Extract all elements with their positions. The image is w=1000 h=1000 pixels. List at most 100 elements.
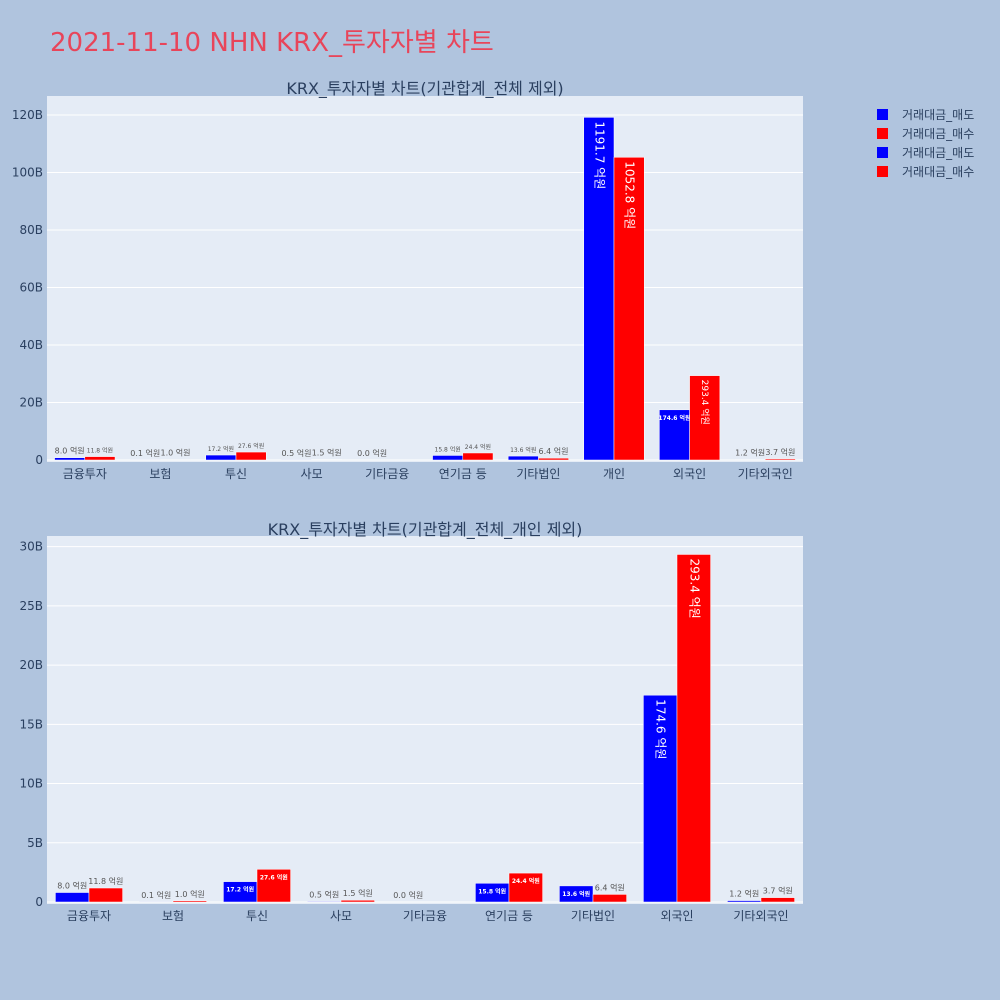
data-label: 6.4 억원 <box>539 446 569 456</box>
bar[interactable] <box>583 117 615 461</box>
data-label: 27.6 억원 <box>260 873 288 881</box>
data-label: 0.1 억원 <box>141 890 171 900</box>
bar[interactable] <box>727 900 762 903</box>
bar[interactable] <box>613 157 645 461</box>
x-tick-label: 사모 <box>301 467 323 481</box>
y-tick-label: 120B <box>12 108 43 122</box>
x-tick-label: 연기금 등 <box>439 467 487 481</box>
bar[interactable] <box>592 894 627 903</box>
y-tick-label: 30B <box>19 540 43 554</box>
bar[interactable] <box>659 409 690 461</box>
chart-title: KRX_투자자별 차트(기관합계_전체_개인 제외) <box>268 520 583 540</box>
data-label: 1.0 억원 <box>161 448 191 458</box>
data-label: 15.8 억원 <box>435 445 461 453</box>
legend-swatch[interactable] <box>877 109 888 120</box>
bar[interactable] <box>235 451 267 461</box>
data-label: 0.5 억원 <box>281 448 311 458</box>
data-label: 8.0 억원 <box>55 446 85 456</box>
data-label: 27.6 억원 <box>238 442 264 450</box>
y-tick-label: 100B <box>12 165 43 179</box>
bar[interactable] <box>88 887 123 903</box>
data-label: 8.0 억원 <box>57 881 87 891</box>
bar[interactable] <box>508 872 543 903</box>
x-tick-label: 기타금융 <box>365 467 409 481</box>
x-tick-label: 투신 <box>225 467 247 481</box>
bar[interactable] <box>307 901 342 903</box>
x-tick-label: 보험 <box>149 467 171 481</box>
data-label: 174.6 억원 <box>654 699 668 759</box>
data-label: 293.4 억원 <box>687 558 701 618</box>
y-tick-label: 0 <box>35 453 43 467</box>
x-tick-label: 외국인 <box>660 909 693 923</box>
legend-swatch[interactable] <box>877 128 888 139</box>
data-label: 3.7 억원 <box>765 447 795 457</box>
data-label: 6.4 억원 <box>595 882 625 892</box>
data-label: 293.4 억원 <box>699 380 711 425</box>
x-tick-label: 기타금융 <box>403 909 447 923</box>
bar[interactable] <box>764 458 796 461</box>
x-tick-label: 보험 <box>162 909 184 923</box>
bar[interactable] <box>643 694 678 903</box>
y-tick-label: 80B <box>19 223 43 237</box>
data-label: 13.6 억원 <box>510 446 536 454</box>
data-label: 0.0 억원 <box>357 448 387 458</box>
y-tick-label: 40B <box>19 338 43 352</box>
x-tick-label: 기타법인 <box>516 467 560 481</box>
bar[interactable] <box>84 456 116 461</box>
x-tick-label: 기타외국인 <box>733 909 788 923</box>
x-tick-label: 사모 <box>330 909 352 923</box>
x-tick-label: 연기금 등 <box>485 909 533 923</box>
data-label: 13.6 억원 <box>562 890 590 898</box>
page-title: 2021-11-10 NHN KRX_투자자별 차트 <box>50 28 494 58</box>
bar[interactable] <box>676 554 711 903</box>
legend-label: 거래대금_매도 <box>902 146 974 160</box>
bar[interactable] <box>462 452 494 461</box>
data-label: 11.8 억원 <box>87 447 113 455</box>
bar[interactable] <box>54 457 86 461</box>
y-tick-label: 0 <box>35 895 43 909</box>
y-tick-label: 5B <box>27 836 43 850</box>
bar[interactable] <box>205 454 237 461</box>
data-label: 3.7 억원 <box>763 886 793 896</box>
data-label: 1.5 억원 <box>312 448 342 458</box>
data-label: 1.2 억원 <box>735 448 765 458</box>
data-label: 174.6 억원 <box>658 414 690 422</box>
data-label: 0.0 억원 <box>393 890 423 900</box>
data-label: 0.5 억원 <box>309 889 339 899</box>
legend-swatch[interactable] <box>877 166 888 177</box>
x-tick-label: 금융투자 <box>63 467 107 481</box>
data-label: 1052.8 억원 <box>623 161 637 229</box>
data-label: 1.2 억원 <box>729 889 759 899</box>
legend-label: 거래대금_매수 <box>902 165 974 179</box>
data-label: 1.5 억원 <box>343 888 373 898</box>
bar[interactable] <box>760 897 795 903</box>
data-label: 1191.7 억원 <box>592 121 606 189</box>
chart-title: KRX_투자자별 차트(기관합계_전체 제외) <box>286 79 563 99</box>
x-tick-label: 외국인 <box>673 467 706 481</box>
data-label: 15.8 억원 <box>478 887 506 895</box>
data-label: 0.1 억원 <box>130 448 160 458</box>
bar[interactable] <box>256 869 291 903</box>
y-tick-label: 15B <box>19 717 43 731</box>
bar[interactable] <box>55 892 90 903</box>
x-tick-label: 금융투자 <box>67 909 111 923</box>
bar[interactable] <box>538 457 569 461</box>
y-tick-label: 10B <box>19 777 43 791</box>
legend-label: 거래대금_매수 <box>902 127 974 141</box>
y-tick-label: 60B <box>19 280 43 294</box>
data-label: 17.2 억원 <box>226 886 254 894</box>
data-label: 24.4 억원 <box>465 443 491 451</box>
bar[interactable] <box>689 375 721 461</box>
x-tick-label: 기타외국인 <box>738 467 793 481</box>
legend-swatch[interactable] <box>877 147 888 158</box>
x-tick-label: 기타법인 <box>571 909 615 923</box>
y-tick-label: 20B <box>19 658 43 672</box>
bar[interactable] <box>432 455 464 461</box>
bar[interactable] <box>340 899 375 903</box>
bar[interactable] <box>507 455 539 461</box>
bar[interactable] <box>172 900 207 903</box>
data-label: 11.8 억원 <box>88 876 123 886</box>
legend-label: 거래대금_매도 <box>902 108 974 122</box>
bar[interactable] <box>559 885 594 903</box>
y-tick-label: 25B <box>19 599 43 613</box>
